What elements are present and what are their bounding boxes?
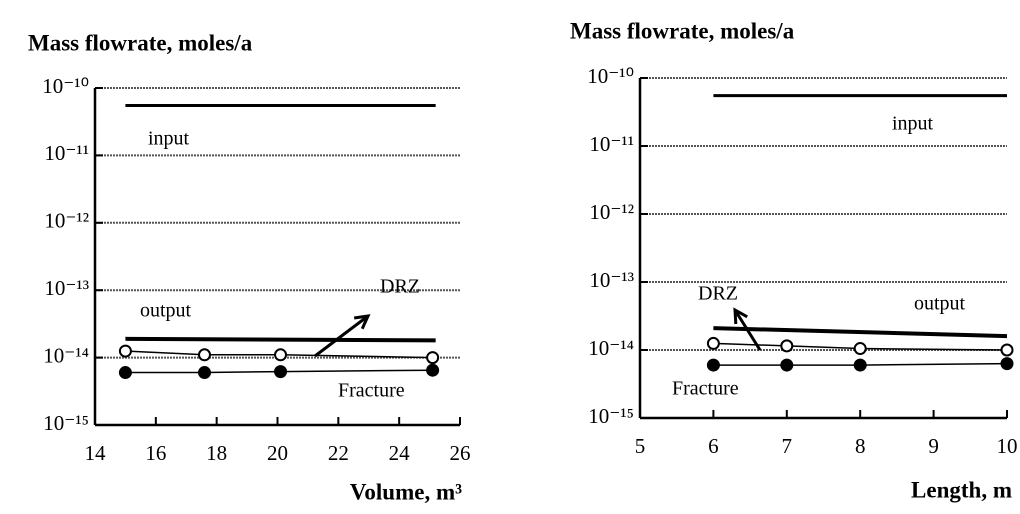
marker [118,344,132,358]
x-tick-label: 16 [145,441,166,465]
x-tick-label: 9 [928,434,939,458]
x-tick-label: 20 [267,441,288,465]
y-tick-label: 10⁻¹² [44,209,89,233]
marker [1000,357,1014,371]
y-tick-label: 10⁻¹⁴ [588,336,634,360]
x-tick-label: 8 [855,434,866,458]
series-label: DRZ [698,283,738,305]
marker [426,351,440,365]
y-tick-label: 10⁻¹⁰ [587,64,634,88]
marker [274,365,288,379]
series-line [125,336,436,343]
series-label: output [914,293,966,315]
series-label: output [140,300,192,322]
x-tick-label: 7 [782,434,793,458]
series-line [125,369,433,374]
y-tick-label: 10⁻¹³ [44,276,89,300]
marker [853,358,867,372]
x-tick-label: 24 [389,441,411,465]
series-label: input [148,128,190,150]
series-label: Fracture [338,380,405,402]
x-tick-label: 18 [206,441,227,465]
x-tick-label: 6 [708,434,719,458]
y-tick-label: 10⁻¹⁵ [43,411,89,435]
y-tick-label: 10⁻¹⁴ [43,343,89,367]
arrow-head [353,314,371,330]
y-tick-label: 10⁻¹⁵ [588,404,634,428]
marker [118,366,132,380]
series-line [125,350,433,359]
chart-title: Mass flowrate, moles/a [570,18,795,43]
x-axis-label: Volume, m³ [350,479,462,504]
marker [780,339,794,353]
y-tick-label: 10⁻¹³ [589,268,634,292]
y-tick-label: 10⁻¹¹ [589,132,634,156]
y-tick-label: 10⁻¹⁰ [42,74,89,98]
chart-title: Mass flowrate, moles/a [28,30,253,55]
x-tick-label: 5 [635,434,646,458]
marker [274,348,288,362]
x-tick-label: 22 [328,441,349,465]
marker [426,363,440,377]
x-tick-label: 10 [997,434,1018,458]
marker [706,358,720,372]
arrow-shaft [314,314,369,358]
marker [1000,343,1014,357]
marker [853,342,867,356]
series-line [713,326,1008,339]
arrow-shaft [733,309,762,351]
x-tick-label: 14 [85,441,107,465]
series-line [713,342,1008,351]
series-label: DRZ [380,276,420,298]
marker [198,348,211,362]
x-tick-label: 26 [450,441,471,465]
arrow-head [733,307,748,325]
series-line [713,362,1008,366]
y-tick-label: 10⁻¹² [589,200,634,224]
marker [706,336,720,350]
series-label: input [892,113,934,135]
marker [198,366,211,380]
x-axis-label: Length, m [911,477,1012,502]
series-label: Fracture [672,378,739,400]
y-tick-label: 10⁻¹¹ [44,141,89,165]
marker [780,358,794,372]
